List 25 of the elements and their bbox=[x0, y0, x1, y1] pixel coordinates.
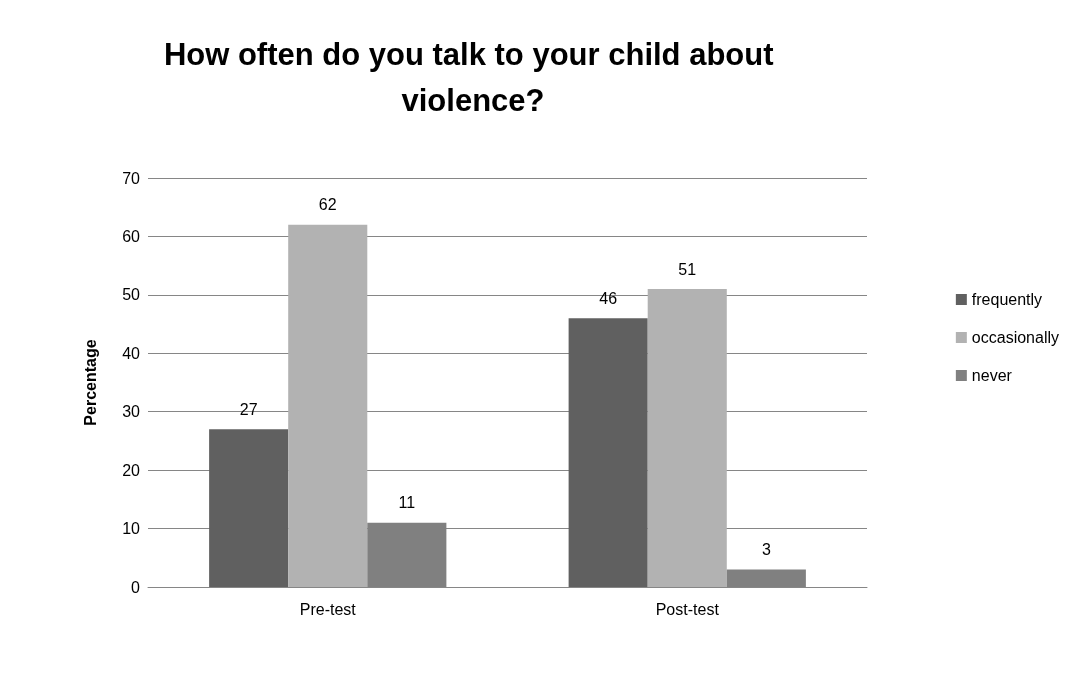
y-tick-label: 40 bbox=[122, 344, 141, 362]
y-tick-label: 10 bbox=[122, 520, 141, 538]
data-label: 11 bbox=[398, 494, 416, 512]
y-tick-label: 0 bbox=[131, 578, 141, 596]
data-label: 51 bbox=[678, 260, 697, 278]
bar bbox=[568, 318, 648, 587]
legend-label: frequently bbox=[971, 291, 1043, 308]
y-tick-label: 70 bbox=[122, 169, 141, 187]
legend-label: never bbox=[971, 367, 1013, 384]
x-tick-label: Pre-test bbox=[299, 600, 357, 618]
legend-label: occasionally bbox=[971, 329, 1059, 346]
y-tick-label: 50 bbox=[122, 286, 141, 304]
chart-title: How often do you talk to your child about violence? bbox=[163, 36, 783, 118]
bar bbox=[647, 289, 727, 587]
x-tick-label: Post-test bbox=[655, 600, 720, 618]
data-label: 46 bbox=[599, 289, 618, 307]
data-label: 3 bbox=[761, 540, 771, 558]
data-label: 62 bbox=[318, 196, 337, 214]
y-tick-label: 60 bbox=[122, 227, 141, 245]
y-tick-label: 30 bbox=[122, 403, 141, 421]
y-tick-label: 20 bbox=[122, 461, 141, 479]
bar bbox=[288, 224, 368, 587]
data-label: 27 bbox=[239, 400, 258, 418]
bar bbox=[209, 429, 289, 587]
y-axis-title: Percentage bbox=[81, 339, 99, 426]
